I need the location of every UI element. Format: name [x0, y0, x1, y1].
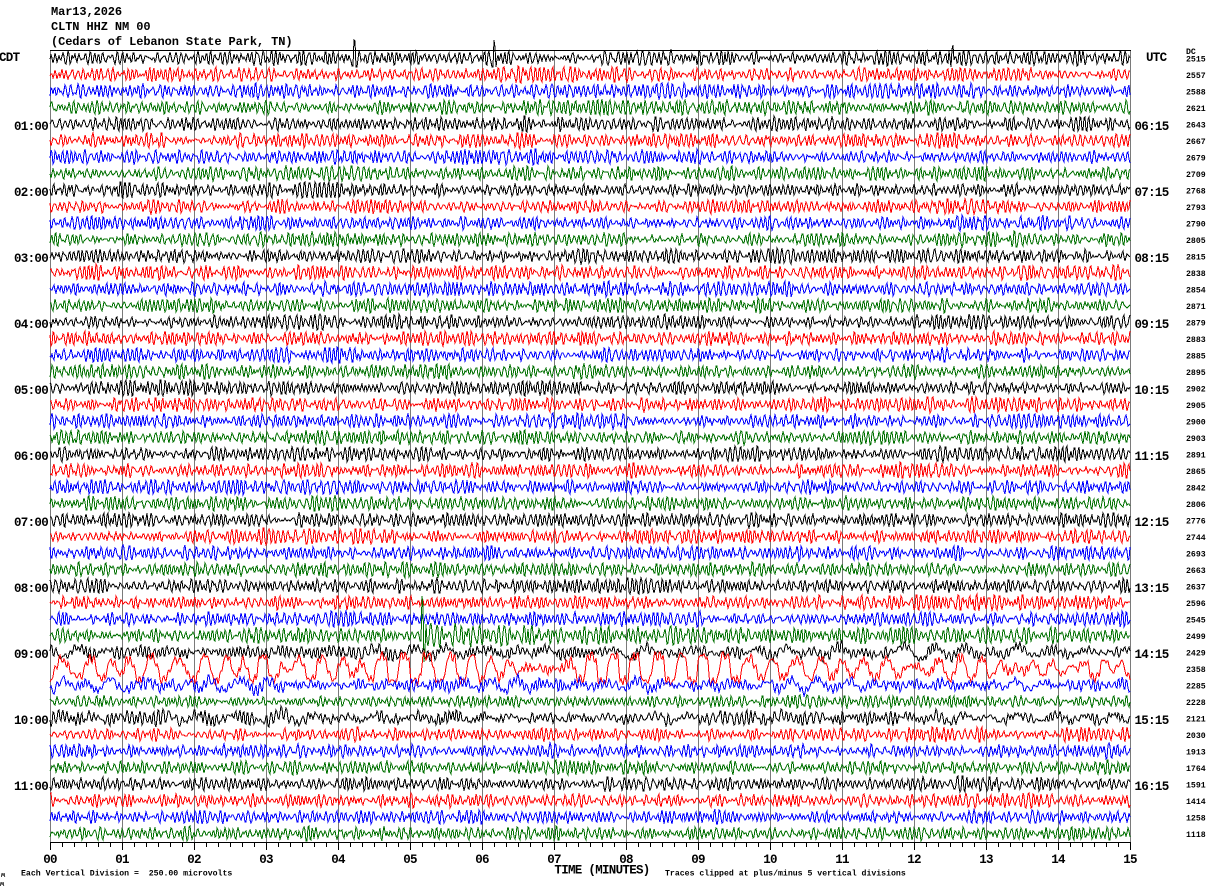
- svg-text:2621: 2621: [1186, 105, 1206, 114]
- svg-text:2838: 2838: [1186, 270, 1206, 279]
- svg-text:2637: 2637: [1186, 583, 1206, 592]
- svg-text:2545: 2545: [1186, 616, 1206, 625]
- svg-text:07:00: 07:00: [14, 516, 48, 530]
- svg-text:2905: 2905: [1186, 402, 1206, 411]
- svg-text:02:00: 02:00: [14, 186, 48, 200]
- svg-text:2588: 2588: [1186, 88, 1206, 97]
- svg-text:2865: 2865: [1186, 468, 1206, 477]
- svg-text:08:15: 08:15: [1135, 252, 1169, 266]
- svg-text:2885: 2885: [1186, 352, 1206, 361]
- svg-text:16:15: 16:15: [1135, 780, 1169, 794]
- svg-text:10:00: 10:00: [14, 714, 48, 728]
- svg-text:UTC: UTC: [1146, 51, 1168, 65]
- svg-text:TIME (MINUTES): TIME (MINUTES): [554, 864, 649, 878]
- svg-text:02: 02: [187, 853, 201, 867]
- svg-text:15: 15: [1123, 853, 1137, 867]
- svg-text:11:00: 11:00: [14, 780, 48, 794]
- svg-text:11: 11: [835, 853, 849, 867]
- svg-text:CLTN HHZ NM 00: CLTN HHZ NM 00: [51, 20, 150, 34]
- svg-text:2842: 2842: [1186, 484, 1206, 493]
- svg-text:1258: 1258: [1186, 814, 1206, 823]
- svg-text:2871: 2871: [1186, 303, 1206, 312]
- svg-text:2883: 2883: [1186, 336, 1206, 345]
- svg-text:2815: 2815: [1186, 253, 1206, 262]
- svg-text:2285: 2285: [1186, 682, 1206, 691]
- svg-text:1414: 1414: [1186, 798, 1206, 807]
- svg-text:2596: 2596: [1186, 600, 1206, 609]
- svg-text:06: 06: [475, 853, 489, 867]
- svg-text:07:15: 07:15: [1135, 186, 1169, 200]
- svg-text:13:15: 13:15: [1135, 582, 1169, 596]
- svg-text:10:15: 10:15: [1135, 384, 1169, 398]
- svg-text:2776: 2776: [1186, 517, 1206, 526]
- svg-text:03:00: 03:00: [14, 252, 48, 266]
- svg-text:2557: 2557: [1186, 72, 1206, 81]
- svg-text:1118: 1118: [1186, 831, 1206, 840]
- svg-text:2515: 2515: [1186, 55, 1206, 64]
- svg-text:2679: 2679: [1186, 154, 1206, 163]
- svg-text:14:15: 14:15: [1135, 648, 1169, 662]
- svg-text:05: 05: [403, 853, 417, 867]
- svg-text:03: 03: [259, 853, 273, 867]
- svg-text:15:15: 15:15: [1135, 714, 1169, 728]
- svg-text:13: 13: [979, 853, 993, 867]
- svg-text:DC: DC: [1186, 48, 1196, 57]
- svg-text:2854: 2854: [1186, 286, 1206, 295]
- svg-text:ʍ: ʍ: [0, 881, 5, 886]
- svg-text:04:00: 04:00: [14, 318, 48, 332]
- svg-text:2744: 2744: [1186, 534, 1206, 543]
- svg-text:2667: 2667: [1186, 138, 1206, 147]
- svg-text:2903: 2903: [1186, 435, 1206, 444]
- svg-text:08: 08: [619, 853, 633, 867]
- svg-text:2902: 2902: [1186, 385, 1206, 394]
- svg-text:04: 04: [331, 853, 346, 867]
- svg-text:01: 01: [115, 853, 129, 867]
- svg-text:09: 09: [691, 853, 705, 867]
- svg-text:2429: 2429: [1186, 649, 1206, 658]
- svg-text:05:00: 05:00: [14, 384, 48, 398]
- svg-text:07: 07: [547, 853, 561, 867]
- svg-text:09:15: 09:15: [1135, 318, 1169, 332]
- svg-text:12:15: 12:15: [1135, 516, 1169, 530]
- svg-text:10: 10: [763, 853, 777, 867]
- svg-text:2900: 2900: [1186, 418, 1206, 427]
- svg-text:2663: 2663: [1186, 567, 1206, 576]
- svg-text:2805: 2805: [1186, 237, 1206, 246]
- svg-text:2891: 2891: [1186, 451, 1206, 460]
- svg-text:2806: 2806: [1186, 501, 1206, 510]
- svg-text:Traces clipped at plus/minus 5: Traces clipped at plus/minus 5 vertical …: [665, 869, 906, 879]
- svg-text:(Cedars of Lebanon State Park,: (Cedars of Lebanon State Park, TN): [51, 35, 292, 49]
- svg-text:2121: 2121: [1186, 715, 1206, 724]
- svg-text:1764: 1764: [1186, 765, 1206, 774]
- svg-text:06:15: 06:15: [1135, 120, 1169, 134]
- svg-text:1591: 1591: [1186, 781, 1206, 790]
- svg-text:Each Vertical Division = 250.: Each Vertical Division = 250.00 microvol…: [21, 869, 232, 879]
- svg-text:2709: 2709: [1186, 171, 1206, 180]
- svg-text:09:00: 09:00: [14, 648, 48, 662]
- svg-text:2358: 2358: [1186, 666, 1206, 675]
- svg-text:06:00: 06:00: [14, 450, 48, 464]
- svg-text:2030: 2030: [1186, 732, 1206, 741]
- svg-text:12: 12: [907, 853, 921, 867]
- svg-text:11:15: 11:15: [1135, 450, 1169, 464]
- svg-text:01:00: 01:00: [14, 120, 48, 134]
- svg-text:ʍ: ʍ: [1, 872, 6, 880]
- svg-text:2790: 2790: [1186, 220, 1206, 229]
- svg-text:2228: 2228: [1186, 699, 1206, 708]
- svg-text:2793: 2793: [1186, 204, 1206, 213]
- svg-text:2499: 2499: [1186, 633, 1206, 642]
- svg-text:2879: 2879: [1186, 319, 1206, 328]
- svg-text:Mar13,2026: Mar13,2026: [51, 5, 122, 19]
- svg-text:2693: 2693: [1186, 550, 1206, 559]
- svg-text:2643: 2643: [1186, 121, 1206, 130]
- svg-text:08:00: 08:00: [14, 582, 48, 596]
- svg-text:CDT: CDT: [0, 51, 21, 65]
- svg-text:00: 00: [43, 853, 57, 867]
- svg-text:1913: 1913: [1186, 748, 1206, 757]
- svg-text:14: 14: [1051, 853, 1066, 867]
- svg-text:2895: 2895: [1186, 369, 1206, 378]
- svg-text:2768: 2768: [1186, 187, 1206, 196]
